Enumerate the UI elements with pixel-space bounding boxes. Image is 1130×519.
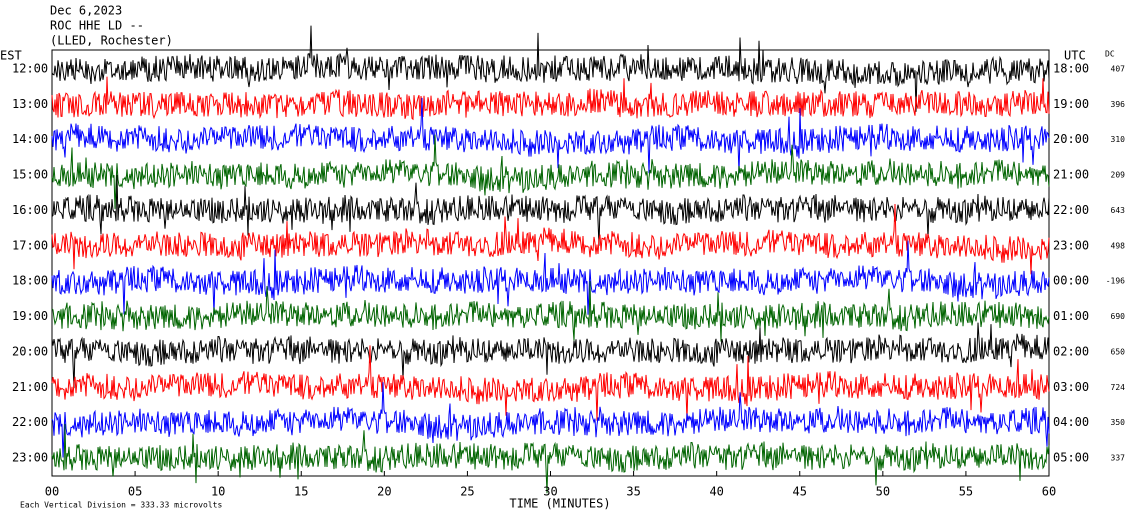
dc-value: 407 xyxy=(1111,65,1126,74)
utc-label: 01:00 xyxy=(1053,309,1089,323)
trace xyxy=(51,203,1050,275)
dc-value: 643 xyxy=(1111,206,1126,215)
est-label: 19:00 xyxy=(12,309,48,323)
est-label: 14:00 xyxy=(12,132,48,146)
x-tick-label: 10 xyxy=(211,485,225,499)
est-label: 15:00 xyxy=(12,168,48,182)
plot-frame xyxy=(51,49,1050,477)
est-label: 20:00 xyxy=(12,344,48,358)
x-axis-label: TIME (MINUTES) xyxy=(509,497,610,511)
title-line: ROC HHE LD -- xyxy=(50,19,144,33)
x-tick-label: 05 xyxy=(128,485,142,499)
trace xyxy=(51,281,1050,342)
x-tick-label: 50 xyxy=(876,485,890,499)
utc-label: 00:00 xyxy=(1053,274,1089,288)
dc-value: 209 xyxy=(1111,171,1126,180)
x-tick-label: 20 xyxy=(377,485,391,499)
x-tick-label: 30 xyxy=(543,485,557,499)
trace xyxy=(51,97,1050,174)
x-tick-label: 15 xyxy=(294,485,308,499)
x-tick-label: 35 xyxy=(626,485,640,499)
est-label: 22:00 xyxy=(12,415,48,429)
dc-value: 650 xyxy=(1111,347,1126,356)
dc-value: 310 xyxy=(1111,135,1126,144)
left-label: EST xyxy=(0,49,22,63)
utc-label: 03:00 xyxy=(1053,380,1089,394)
trace xyxy=(51,76,1050,121)
x-tick-label: 40 xyxy=(709,485,723,499)
est-label: 12:00 xyxy=(12,62,48,76)
dc-value: 396 xyxy=(1111,100,1126,109)
utc-label: 21:00 xyxy=(1053,168,1089,182)
traces xyxy=(51,25,1050,494)
est-label: 13:00 xyxy=(12,97,48,111)
utc-label: 18:00 xyxy=(1053,62,1089,76)
dc-value: 350 xyxy=(1111,418,1126,427)
trace xyxy=(51,174,1050,246)
est-label: 16:00 xyxy=(12,203,48,217)
dc-value: 337 xyxy=(1111,454,1126,463)
trace xyxy=(51,240,1050,315)
trace xyxy=(51,345,1050,421)
trace xyxy=(51,25,1050,112)
utc-label: 19:00 xyxy=(1053,97,1089,111)
est-label: 18:00 xyxy=(12,274,48,288)
est-label: 17:00 xyxy=(12,238,48,252)
dc-value: -196 xyxy=(1106,277,1125,286)
utc-label: 05:00 xyxy=(1053,451,1089,465)
utc-label: 20:00 xyxy=(1053,132,1089,146)
x-tick-label: 60 xyxy=(1042,485,1056,499)
trace xyxy=(51,322,1050,389)
right-label: UTC xyxy=(1064,49,1086,63)
x-tick-label: 00 xyxy=(45,485,59,499)
title-line: (LLED, Rochester) xyxy=(50,34,173,48)
trace xyxy=(51,423,1050,494)
est-label: 23:00 xyxy=(12,451,48,465)
x-tick-label: 25 xyxy=(460,485,474,499)
trace xyxy=(51,382,1050,458)
utc-label: 22:00 xyxy=(1053,203,1089,217)
utc-label: 23:00 xyxy=(1053,238,1089,252)
est-label: 21:00 xyxy=(12,380,48,394)
trace xyxy=(51,134,1050,209)
dc-value: 724 xyxy=(1111,383,1126,392)
x-tick-label: 45 xyxy=(793,485,807,499)
dc-label: DC xyxy=(1105,50,1115,59)
x-tick-label: 55 xyxy=(959,485,973,499)
utc-label: 02:00 xyxy=(1053,344,1089,358)
title-line: Dec 6,2023 xyxy=(50,4,122,18)
dc-value: 690 xyxy=(1111,312,1126,321)
dc-value: 498 xyxy=(1111,241,1126,250)
footer: Each Vertical Division = 333.33 microvol… xyxy=(20,501,222,510)
utc-label: 04:00 xyxy=(1053,415,1089,429)
